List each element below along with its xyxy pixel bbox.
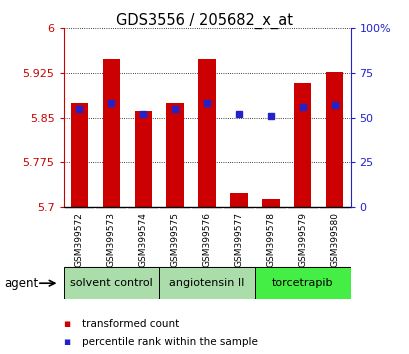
Bar [261, 199, 279, 207]
Bar [159, 267, 254, 299]
Text: ◾: ◾ [63, 337, 70, 347]
Text: GSM399573: GSM399573 [107, 212, 116, 267]
Text: GDS3556 / 205682_x_at: GDS3556 / 205682_x_at [116, 12, 293, 29]
Bar [134, 110, 152, 207]
Text: GSM399580: GSM399580 [329, 212, 338, 267]
Bar [63, 267, 159, 299]
Text: GSM399574: GSM399574 [138, 212, 147, 267]
Bar [166, 103, 184, 207]
Text: GSM399572: GSM399572 [75, 212, 84, 267]
Text: GSM399579: GSM399579 [297, 212, 306, 267]
Text: agent: agent [4, 277, 38, 290]
Bar [70, 103, 88, 207]
Bar [102, 59, 120, 207]
Text: GSM399576: GSM399576 [202, 212, 211, 267]
Text: angiotensin II: angiotensin II [169, 278, 244, 288]
Text: percentile rank within the sample: percentile rank within the sample [82, 337, 257, 347]
Text: ◾: ◾ [63, 319, 70, 329]
Bar [325, 72, 343, 207]
Bar [293, 83, 311, 207]
Bar [229, 193, 247, 207]
Text: transformed count: transformed count [82, 319, 179, 329]
Text: torcetrapib: torcetrapib [271, 278, 333, 288]
Bar [254, 267, 350, 299]
Text: solvent control: solvent control [70, 278, 153, 288]
Text: GSM399577: GSM399577 [234, 212, 243, 267]
Text: GSM399575: GSM399575 [170, 212, 179, 267]
Bar [198, 59, 215, 207]
Text: GSM399578: GSM399578 [266, 212, 275, 267]
